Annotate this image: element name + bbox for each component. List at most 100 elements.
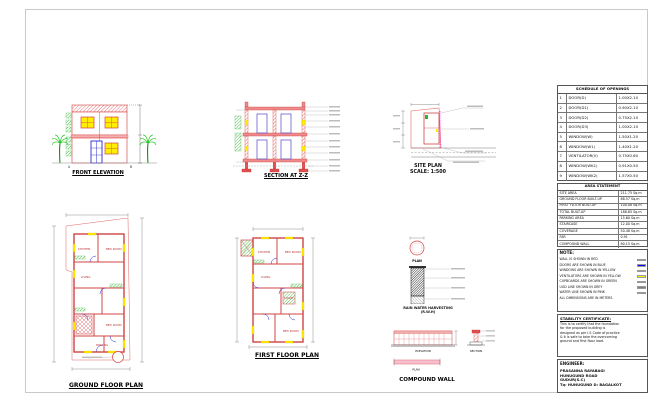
note-item: ALL DIMENSIONS ARE IN METERS — [559, 295, 613, 300]
stability-certificate-title: STABILITY CERTIFICATE: — [560, 315, 612, 321]
svg-text:BED ROOM: BED ROOM — [283, 329, 299, 333]
cw-elevation-label: ELEVATION — [415, 349, 430, 353]
dimension-lines — [235, 227, 315, 349]
table-row: 3 DOOR(D2) 0.75X2.10 — [558, 113, 647, 124]
color-swatch — [636, 286, 646, 289]
room-labels: KITCHEN BED ROOM LIVING BED ROOM PARKING — [78, 247, 122, 347]
site-boundary — [410, 107, 442, 149]
engineer-panel: ENGINEER: PRASANNA RAYABAGI HUNUGUND ROA… — [557, 359, 648, 393]
table-row: GROUND FLOOR BUILT-UP 88.57 Sq.m — [558, 197, 647, 204]
cw-section-label: SECTION — [470, 349, 482, 353]
annotation-leaders — [422, 105, 487, 163]
svg-text:LIVING: LIVING — [81, 275, 90, 279]
table-row: 8 WINDOW(WK1) 0.91X0.50 — [558, 161, 647, 172]
annotation-leaders — [424, 268, 465, 300]
front-elevation-title: FRONT ELEVATION — [72, 170, 124, 176]
color-swatch — [636, 280, 646, 284]
color-swatch — [636, 291, 646, 295]
svg-text:BED ROOM: BED ROOM — [106, 323, 122, 327]
svg-text:PARKING: PARKING — [96, 343, 108, 347]
table-row: 2 DOOR(D1) 0.90X2.10 — [558, 103, 647, 114]
marker-b: B — [130, 165, 132, 169]
engineer-line: HUNUGUND ROAD — [560, 373, 598, 378]
door-frame-shape — [256, 113, 268, 134]
area-statement-table: AREA STATEMENT SITE AREA 211.75 Sq.m GROU… — [557, 183, 648, 248]
certificate-text-line: This is to certify that the foundation — [560, 322, 620, 327]
color-swatch — [636, 264, 646, 267]
rwh-plan-label: PLAN — [412, 259, 422, 263]
annotation-leaders — [236, 106, 340, 172]
table-row: PARKING AREA 15.60 Sq.m — [558, 216, 647, 223]
stair-hatch — [75, 315, 93, 335]
engineer-line: Tq: HUNUGUND D: BAGALKOT — [560, 383, 622, 388]
site-plan-title-line: SITE PLAN — [414, 164, 442, 169]
schedule-of-openings-table: SCHEDULE OF OPENINGS 1 DOOR(D) 1.00X2.10 2… — [557, 85, 648, 182]
svg-text:LIVING: LIVING — [261, 275, 270, 279]
table-row: 6 WINDOW(W1) 1.40X1.20 — [558, 142, 647, 153]
svg-text:TOILET: TOILET — [283, 296, 294, 300]
certificate-text-line: & it is safe to take the overcoming — [560, 335, 617, 340]
table-row: 1 DOOR(D) 1.00X2.10 — [558, 94, 647, 104]
note-item: DOORS ARE SHOWN IN BLUE — [558, 263, 647, 269]
green-louver-strips — [65, 112, 72, 157]
site-plan-drawing — [393, 103, 496, 163]
note-item: WATER LINE SHOWN IN PINK — [558, 290, 647, 296]
table-row: STAIRCASE 12.00 Sq.m — [558, 222, 647, 229]
color-swatch — [636, 275, 646, 278]
table-row: FIRST FLOOR BUILT-UP 100.08 Sq.m — [558, 203, 647, 210]
section-structure — [242, 101, 308, 163]
building-walls — [252, 237, 304, 343]
rwh-drawing: PLAN — [409, 236, 465, 304]
ground-floor-plan-title: GROUND FLOOR PLAN — [68, 382, 144, 389]
table-row: FAR 0.91 — [558, 235, 647, 242]
note-item: UGD LINE SHOWN IN GREY — [558, 285, 647, 291]
note-panel: NOTE: WALL IS SHOWN IN RED DOORS ARE SHO… — [557, 249, 648, 312]
certificate-text-line: ground and first floor load. — [560, 339, 605, 344]
building-walls — [73, 233, 125, 353]
rwh-pit-marker — [425, 115, 428, 119]
stair-block — [240, 239, 254, 257]
window-marks — [72, 232, 126, 354]
site-plan-scale: SCALE: 1:500 — [410, 170, 446, 175]
cw-plan-shape — [393, 358, 441, 366]
marker-a: A — [68, 165, 71, 169]
svg-text:BED ROOM: BED ROOM — [285, 250, 301, 254]
note-title: NOTE: — [559, 250, 574, 255]
rwh-section-bar — [409, 266, 426, 304]
door-shape — [90, 140, 103, 164]
table-row: COVERAGE 50.48 Sq.m — [558, 228, 647, 236]
svg-text:KITCHEN: KITCHEN — [258, 250, 270, 254]
cw-elevation-shape — [391, 330, 458, 347]
certificate-text-line: for the proposed building is — [560, 326, 606, 331]
window-shape — [104, 116, 119, 129]
window-shape — [104, 142, 119, 155]
rwh-title-line2: (R.W.H) — [420, 310, 436, 315]
area-statement-title: AREA STATEMENT — [558, 184, 647, 191]
svg-text:BED ROOM: BED ROOM — [106, 247, 122, 251]
table-row: 5 WINDOW(W) 1.50X1.20 — [558, 132, 647, 143]
compound-wall-title: COMPOUND WALL — [399, 377, 455, 383]
svg-text:KITCHEN: KITCHEN — [78, 247, 90, 251]
window-shape — [80, 116, 95, 129]
cw-plan-label: PLAN — [412, 368, 419, 372]
table-row: SITE AREA 211.75 Sq.m — [558, 191, 647, 198]
engineer-title: ENGINEER: — [560, 360, 585, 366]
rwh-title: RAIN WATER HARVESTING (R.W.H) — [390, 306, 466, 315]
table-row: TOTAL BUILT-UP 188.65 Sq.m — [558, 209, 647, 217]
certificate-text-line: designed as per I.S Code of practice — [560, 330, 620, 335]
dimension-lines — [52, 213, 144, 371]
door-frame-shape — [280, 139, 292, 160]
door-frame-shape — [256, 139, 268, 160]
room-labels: KITCHEN BED ROOM LIVING TOILET BED ROOM — [258, 250, 301, 333]
toilet-hatch — [282, 291, 296, 305]
table-row: 4 DOOR(D3) 1.00X2.10 — [558, 123, 647, 133]
note-item: VENTILATORS ARE SHOWN IN YELLOW — [558, 274, 647, 280]
cw-section-shape — [467, 329, 495, 346]
dimension-line — [127, 104, 142, 164]
schedule-title: SCHEDULE OF OPENINGS — [558, 86, 647, 94]
dimension-lines — [393, 103, 440, 149]
palm-tree-icon — [139, 134, 157, 164]
section-title: SECTION AT Z-Z — [263, 173, 308, 179]
cupboard-shapes — [74, 255, 123, 312]
